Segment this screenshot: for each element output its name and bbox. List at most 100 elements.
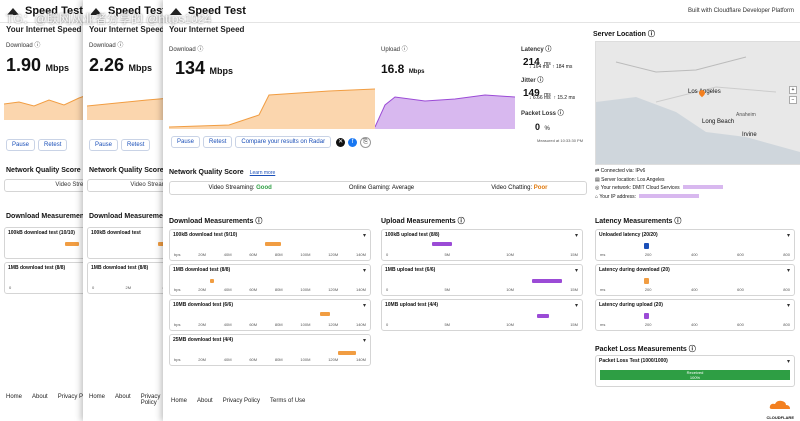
test-label: 100kB download test (9/10) [173,232,238,238]
footer-about-link[interactable]: About [197,398,213,404]
pause-button[interactable]: Pause [171,136,201,148]
footer-home-link[interactable]: Home [6,394,23,400]
upload-label: Upload ⓘ [381,47,408,53]
footer-privacy-link[interactable]: Privacy Policy [140,394,161,406]
footer-privacy-link[interactable]: Privacy Policy [222,398,261,404]
packet-loss-card[interactable]: Packet Loss Test (1000/1000) ▾ Received 1… [595,355,795,387]
chevron-down-icon[interactable]: ▾ [786,359,790,365]
footer-terms-link[interactable]: Terms of Use [270,398,306,404]
axis-tick: 0 [92,285,95,290]
axis-tick: 200 [644,252,652,257]
axis-tick: 5M [444,252,450,257]
axis-tick: bps [174,252,181,257]
test-card[interactable]: 1MB upload test (6/6) ▾ 0 5M 10M 15M [381,264,583,296]
axis-tick: 120M [328,322,339,327]
axis-tick: 600 [737,322,744,327]
nqs-online-gaming: Online Gaming: Average [348,185,415,191]
test-card[interactable]: 100kB download test (9/10) ▾ bps 20M 40M 60M 8… [169,229,371,261]
zoom-out-icon[interactable]: − [789,96,797,104]
test-card[interactable]: 25MB download test (4/4) ▾ bps 20M 40M 60M 80M… [169,334,371,366]
axis-tick: 120M [328,357,339,362]
measurement-mark [320,312,330,316]
facebook-share-icon[interactable]: f [348,137,358,147]
test-card[interactable]: 100kB download test [87,227,173,259]
axis-tick: 100M [300,322,311,327]
nqs-panel: Video Streaming: Good Online Gaming: Ave… [169,181,587,195]
chevron-down-icon[interactable]: ▾ [362,233,366,239]
chevron-down-icon[interactable]: ▾ [574,233,578,239]
built-with-link[interactable]: Built with Cloudflare Developer Platform [687,8,794,14]
map-label-anaheim: Anaheim [736,112,756,118]
test-card[interactable]: 10MB upload test (4/4) ▾ 0 5M 10M 15M [381,299,583,331]
measurement-mark [537,314,549,318]
test-label: 100kB download test (10/10) [8,230,75,236]
axis-tick: 80M [274,322,283,327]
chevron-down-icon[interactable]: ▾ [574,303,578,309]
chevron-down-icon[interactable]: ▾ [786,268,790,274]
footer-about-link[interactable]: About [115,394,131,400]
chevron-down-icon[interactable]: ▾ [362,338,366,344]
axis-tick: ms [600,287,606,292]
download-measurements-title: Download Measurements [6,213,91,220]
chevron-down-icon[interactable]: ▾ [362,303,366,309]
pause-button[interactable]: Pause [89,139,119,151]
chevron-down-icon[interactable]: ▾ [362,268,366,274]
latency-breakdown: ↓ 164 ms ↑ 184 ms [529,64,573,70]
cloudflare-logo: CLOUDFLARE [766,397,794,420]
axis-tick: 0 [386,322,389,327]
nqs-title: Network Quality Score [169,169,244,176]
packet-loss-bar-percent: 100% [689,375,701,380]
test-card[interactable]: 100kB upload test (8/8) ▾ 0 5M 10M 15M [381,229,583,261]
axis-tick: 80M [274,287,283,292]
test-card[interactable]: 1MB download test (8/8) ▾ bps 20M 40M 60M 80M 1… [169,264,371,296]
footer-home-link[interactable]: Home [171,398,188,404]
axis-tick: 600 [737,252,744,257]
test-label: 1MB download test (8/8) [173,267,231,273]
test-card[interactable]: 10MB download test (6/6) ▾ bps 20M 40M 60M 80M… [169,299,371,331]
test-label: 25MB download test (4/4) [173,337,234,343]
x-share-icon[interactable]: ✕ [336,137,346,147]
retest-button[interactable]: Retest [38,139,68,151]
axis-tick: 120M [328,287,339,292]
measurement-mark [265,242,281,246]
test-card[interactable]: Latency during download (20) ▾ ms 200 400 600… [595,264,795,296]
chevron-down-icon[interactable]: ▾ [786,303,790,309]
footer-about-link[interactable]: About [32,394,48,400]
axis-tick: 100M [300,287,311,292]
nqs-video-chatting: Video Chatting: Poor [491,185,548,191]
chart-axis: bps 20M 40M 60M 80M 100M 120M 140M [174,357,366,362]
server-map[interactable]: Los Angeles Long Beach Irvine Anaheim + … [595,41,800,165]
zoom-in-icon[interactable]: + [789,86,797,94]
axis-tick: 20M [198,357,206,362]
app-title: Speed Test [188,5,246,17]
axis-tick: 140M [355,252,366,257]
axis-tick: 15M [570,252,578,257]
chevron-down-icon[interactable]: ▾ [574,268,578,274]
learn-more-link[interactable]: Learn more [249,170,276,176]
test-label: 10MB download test (6/6) [173,302,234,308]
latency-mark [644,313,649,319]
axis-tick: 400 [690,252,698,257]
pause-button[interactable]: Pause [6,139,36,151]
chevron-down-icon[interactable]: ▾ [786,233,790,239]
retest-button[interactable]: Retest [121,139,151,151]
map-label-irvine: Irvine [742,132,757,138]
axis-tick: 400 [690,322,698,327]
test-card[interactable]: Unloaded latency (20/20) ▾ ms 200 400 600 800 [595,229,795,261]
speedtest-logo-icon [90,8,102,15]
compare-radar-button[interactable]: Compare your results on Radar [235,136,332,148]
test-card[interactable]: 100kB download test (10/10) [4,227,98,259]
test-card[interactable]: 1MB download test (8/8)00.5M [4,262,98,294]
download-chart [169,88,375,129]
test-card[interactable]: Latency during upload (20) ▾ ms 200 400 600 80… [595,299,795,331]
axis-tick: 10M [506,252,514,257]
axis-tick: 140M [355,322,366,327]
copy-link-icon[interactable]: ⎘ [360,136,372,148]
axis-tick: 200 [644,322,652,327]
retest-button[interactable]: Retest [203,136,233,148]
footer-privacy-link[interactable]: Privacy Policy [57,394,96,400]
footer-home-link[interactable]: Home [89,394,106,400]
test-card[interactable]: 1MB download test (8/8)02M4M [87,262,173,294]
upload-measurements-title: Upload Measurements ⓘ [381,218,465,225]
measurement-mark [210,279,214,283]
